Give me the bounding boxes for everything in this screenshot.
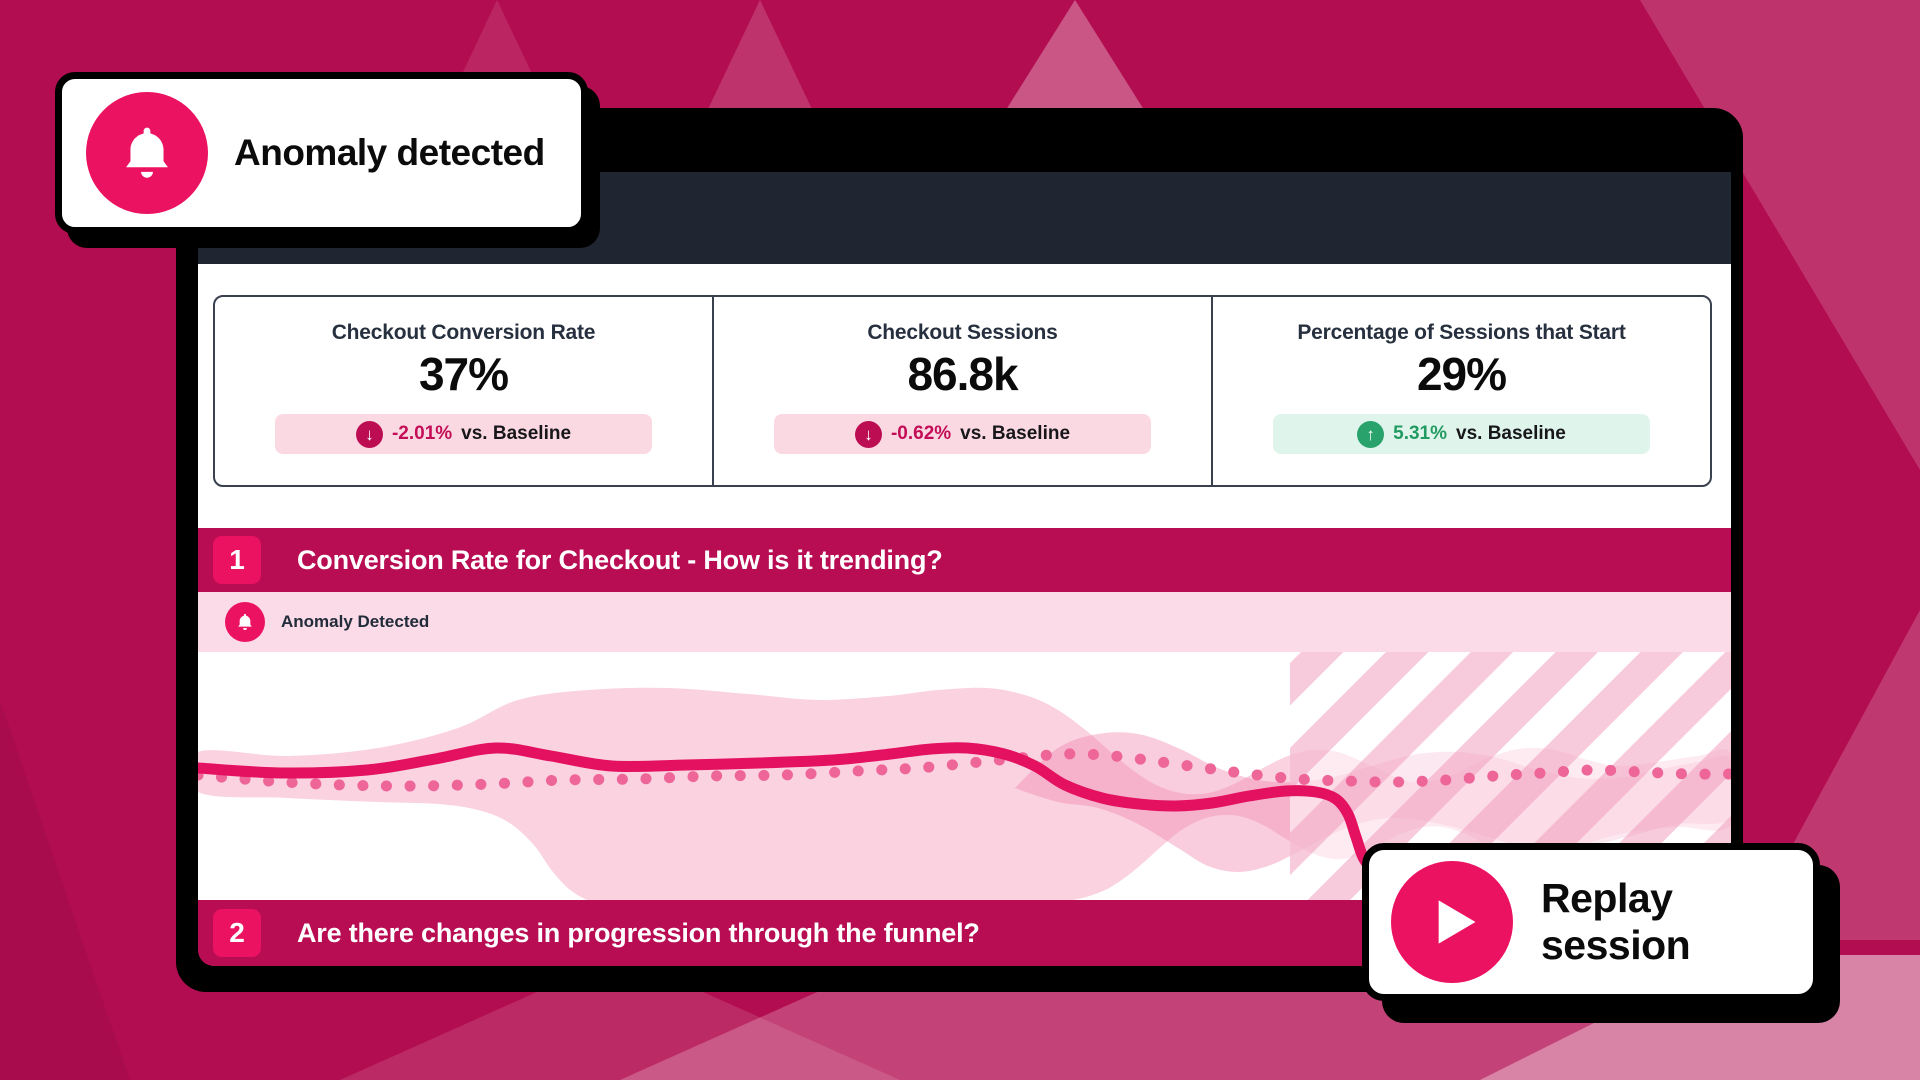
baseline-delta-badge: ↓ -2.01% vs. Baseline xyxy=(274,414,653,454)
metric-value: 29% xyxy=(1416,348,1507,400)
bell-icon xyxy=(86,92,208,214)
trend-chart-canvas xyxy=(198,652,1731,900)
bell-icon xyxy=(225,602,265,642)
arrow-down-circle-icon: ↓ xyxy=(854,420,882,448)
section-1-question: Conversion Rate for Checkout - How is it… xyxy=(297,544,943,575)
section-2-question: Are there changes in progression through… xyxy=(297,917,980,948)
metric-checkout-conversion-rate: Checkout Conversion Rate 37% ↓ -2.01% vs… xyxy=(215,297,712,485)
baseline-delta-badge: ↓ -0.62% vs. Baseline xyxy=(773,414,1152,454)
metric-sessions-that-start: Percentage of Sessions that Start 29% ↑ … xyxy=(1211,297,1710,485)
arrow-up-circle-icon: ↑ xyxy=(1357,420,1385,448)
delta-value: 5.31% xyxy=(1393,423,1448,444)
metrics-summary-card: Checkout Conversion Rate 37% ↓ -2.01% vs… xyxy=(213,295,1712,487)
metric-title: Percentage of Sessions that Start xyxy=(1297,321,1626,344)
replay-session-label: Replay session xyxy=(1541,875,1691,968)
section-2-number-chip: 2 xyxy=(213,909,261,957)
anomaly-alert-card: Anomaly detected xyxy=(55,72,588,234)
anomaly-detected-banner: Anomaly Detected xyxy=(198,592,1731,652)
delta-suffix: vs. Baseline xyxy=(960,423,1071,444)
metric-checkout-sessions: Checkout Sessions 86.8k ↓ -0.62% vs. Bas… xyxy=(712,297,1211,485)
delta-value: -2.01% xyxy=(391,423,453,444)
metric-title: Checkout Sessions xyxy=(867,321,1058,344)
dashboard-window: Checkout Conversion Rate 37% ↓ -2.01% vs… xyxy=(186,108,1743,978)
anomaly-banner-label: Anomaly Detected xyxy=(281,612,430,631)
metric-value: 86.8k xyxy=(907,348,1018,400)
delta-value: -0.62% xyxy=(890,423,952,444)
anomaly-alert-label: Anomaly detected xyxy=(234,132,545,173)
metric-value: 37% xyxy=(418,348,509,400)
metric-title: Checkout Conversion Rate xyxy=(331,321,596,344)
replay-session-button[interactable]: Replay session xyxy=(1362,843,1820,1001)
baseline-delta-badge: ↑ 5.31% vs. Baseline xyxy=(1272,414,1651,454)
arrow-down-circle-icon: ↓ xyxy=(355,420,383,448)
delta-suffix: vs. Baseline xyxy=(1456,423,1566,444)
dashboard-window-content: Checkout Conversion Rate 37% ↓ -2.01% vs… xyxy=(198,120,1731,966)
play-icon xyxy=(1391,861,1513,983)
section-1-banner: 1 Conversion Rate for Checkout - How is … xyxy=(198,528,1731,592)
section-1-number-chip: 1 xyxy=(213,536,261,584)
delta-suffix: vs. Baseline xyxy=(461,423,572,444)
